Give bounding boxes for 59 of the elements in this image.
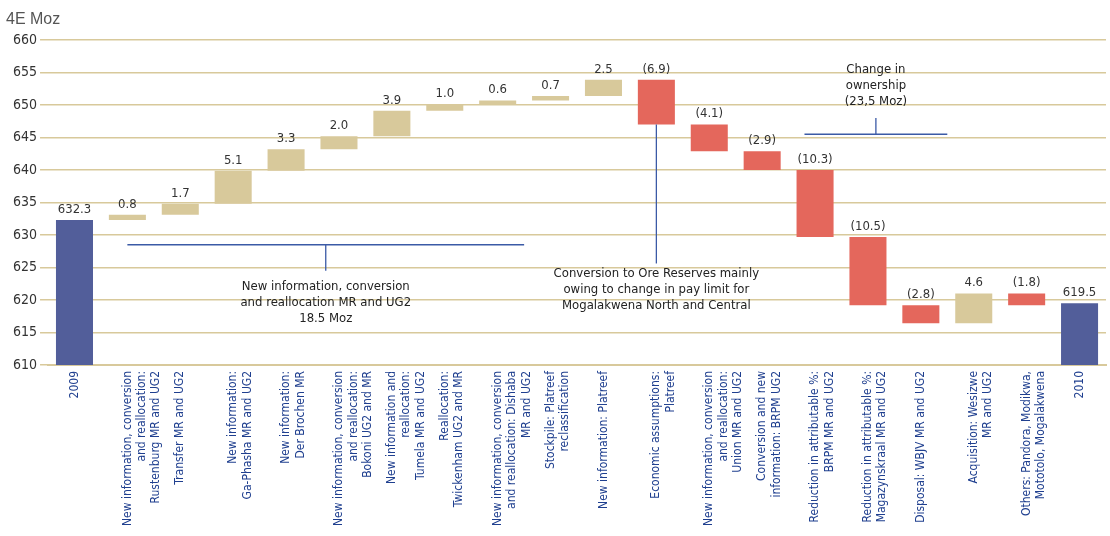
y-tick-label: 645 [12,128,38,145]
data-label: (2.9) [748,132,777,148]
data-label: 1.0 [435,85,455,101]
bar [796,169,834,237]
data-label: 0.8 [118,195,137,211]
annotation: New information, conversion and reallocation MR and UG2 18.5 Moz [240,278,412,326]
bar [1061,303,1099,365]
x-tick-label: 2010 [1071,370,1086,399]
y-tick-label: 615 [12,323,38,340]
data-label: (2.8) [906,286,935,302]
bar [690,124,728,152]
data-label: 632.3 [57,200,92,216]
bar [637,79,675,125]
y-tick-label: 640 [12,160,38,177]
x-tick-label: Transfer MR and UG2 [172,370,187,486]
y-tick-label: 610 [12,355,38,372]
x-tick-label: New information, conversion and reallocation: Rustenburg MR and UG2 [119,370,163,527]
x-tick-label: 2009 [66,370,81,399]
x-tick-label: New information, conversion and reallocation: Bokoni UG2 and MR [331,370,374,527]
annotation: Conversion to Ore Reserves mainly owing to change in pay limit for Mogalakwena North and Central [553,265,760,313]
data-label: 0.6 [488,81,507,97]
data-label: (4.1) [695,105,724,121]
y-axis-title: 4E Moz [6,10,61,28]
data-label: (6.9) [642,60,671,76]
y-tick-label: 620 [12,290,38,307]
data-label: 3.3 [276,130,296,146]
y-tick-label: 655 [12,63,38,80]
data-label: 0.7 [541,76,560,92]
y-tick-label: 650 [12,95,38,112]
x-tick-label: Others: Pandora, Modikwa, Mototolo, Mogalakwena [1018,370,1048,517]
x-tick-label: New information: Der Brochen MR [278,370,307,464]
data-label: 3.9 [382,91,402,107]
x-tick-label: New information, conversion and reallocation: Union MR and UG2 [701,370,745,527]
data-label: 4.6 [964,274,984,290]
y-tick-label: 660 [12,30,38,47]
data-label: 2.0 [329,117,349,133]
y-tick-label: 625 [12,258,38,275]
x-tick-label: Economic assumptions: Platreef [648,369,677,499]
data-label: 2.5 [594,60,613,76]
y-tick-label: 635 [12,193,38,210]
bar [743,151,781,170]
bar [55,220,93,365]
x-tick-label: New information, conversion and reallocation: Dishaba MR and UG2 [489,370,533,527]
data-label: (10.3) [797,150,833,166]
y-tick-label: 630 [12,225,38,242]
annotation: Change in ownership (23,5 Moz) [844,60,908,108]
data-label: (1.8) [1012,274,1041,290]
x-tick-label: Disposal: WBJV MR and UG2 [912,370,927,523]
bar [902,305,940,324]
bar [108,214,146,221]
x-tick-label: New information: Platreef [595,369,610,509]
bar [1008,293,1046,306]
data-label: 619.5 [1062,284,1097,300]
bar [849,236,887,306]
data-label: 5.1 [223,151,243,167]
data-label: 1.7 [170,184,190,200]
data-label: (10.5) [850,217,886,233]
x-tick-label: Acquisition: Wesizwe MR and UG2 [965,370,995,484]
bar [584,79,622,96]
